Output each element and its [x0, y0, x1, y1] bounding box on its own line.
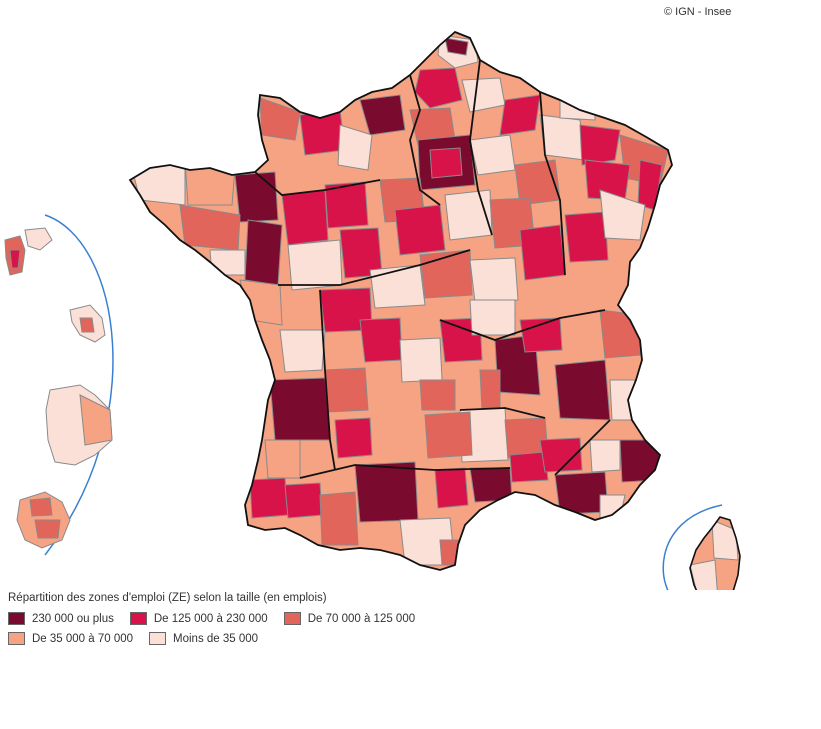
inset-guadeloupe	[4, 227, 53, 276]
map-legend: Répartition des zones d'emploi (ZE) selo…	[8, 592, 431, 652]
zone-strasbourg	[637, 159, 663, 211]
zone-brive	[399, 337, 443, 383]
zone-ardennes	[499, 94, 541, 136]
zone-angers	[287, 239, 343, 291]
inset-arc-corse	[662, 504, 723, 590]
map-credit: © IGN - Insee	[664, 6, 732, 18]
legend-item: De 125 000 à 230 000	[129, 612, 268, 625]
legend-row-2: De 35 000 à 70 000 Moins de 35 000	[8, 632, 431, 645]
zone-saint-etienne	[479, 369, 501, 411]
mainland-france	[128, 30, 673, 571]
zone-nevers	[469, 257, 519, 303]
inset-corse	[662, 504, 741, 590]
legend-swatch-2	[129, 612, 147, 625]
inset-guyane	[45, 384, 113, 466]
zone-lille	[444, 37, 469, 56]
legend-label: Moins de 35 000	[173, 632, 259, 645]
zone-mulhouse	[599, 189, 646, 241]
zone-dijon	[519, 224, 566, 281]
zone-digne	[589, 439, 621, 473]
zone-moulins	[469, 299, 516, 336]
zone-bretagne-nord	[184, 159, 236, 206]
legend-item: 230 000 ou plus	[8, 612, 114, 625]
zone-pau	[284, 482, 323, 519]
zone-grenoble	[554, 359, 611, 421]
zone-bourg	[519, 317, 563, 353]
legend-title: Répartition des zones d'emploi (ZE) selo…	[8, 592, 327, 604]
zone-bayonne	[249, 477, 289, 519]
overseas-insets	[4, 214, 114, 556]
zone-perigueux	[324, 367, 369, 413]
zone-laval	[281, 189, 329, 246]
france-employment-zones-map	[4, 30, 741, 590]
zone-le-mans	[324, 181, 369, 229]
inset-arc-left	[44, 214, 114, 556]
legend-label: De 70 000 à 125 000	[307, 612, 416, 625]
inset-reunion	[16, 491, 71, 549]
legend-label: De 125 000 à 230 000	[153, 612, 268, 625]
zone-orleans	[394, 204, 446, 256]
legend-item: De 70 000 à 125 000	[283, 612, 416, 625]
zone-limoges	[359, 317, 403, 363]
zone-beziers	[434, 467, 469, 509]
zone-avignon	[539, 437, 583, 473]
zone-normandie-sud	[337, 124, 373, 171]
zone-aurillac	[419, 379, 456, 411]
zone-vendee	[239, 279, 283, 326]
legend-swatch-5	[149, 632, 167, 645]
legend-item: Moins de 35 000	[149, 632, 258, 645]
inset-martinique	[69, 304, 106, 343]
zone-rennes	[234, 171, 279, 223]
legend-swatch-1	[8, 612, 25, 625]
zone-bordeaux	[269, 377, 331, 441]
zone-tarbes	[319, 491, 359, 546]
zone-niort	[279, 329, 326, 373]
zone-rodez	[424, 411, 473, 459]
legend-label: 230 000 ou plus	[32, 612, 114, 625]
zone-nantes	[244, 219, 283, 286]
zone-artois	[414, 67, 463, 109]
zone-annecy	[599, 309, 641, 359]
zone-agen	[334, 417, 373, 459]
zone-landes	[264, 439, 301, 479]
zone-cotentin	[259, 97, 301, 141]
zone-champagne	[539, 114, 586, 161]
zone-toulouse	[354, 461, 419, 523]
legend-swatch-4	[8, 632, 25, 645]
zone-nimes	[509, 451, 549, 483]
legend-swatch-3	[283, 612, 301, 625]
legend-row-1: 230 000 ou plus De 125 000 à 230 000 De …	[8, 612, 431, 625]
zone-saint-nazaire	[209, 249, 246, 276]
zone-nice	[619, 439, 661, 483]
legend-item: De 35 000 à 70 000	[8, 632, 133, 645]
zone-metz	[579, 124, 621, 166]
zone-brie	[469, 134, 516, 176]
zone-rouen	[359, 94, 406, 136]
zone-chateauroux	[369, 264, 426, 309]
mainland-outline	[128, 30, 673, 571]
zone-besancon	[564, 211, 609, 263]
legend-label: De 35 000 à 70 000	[32, 632, 134, 645]
zone-paris-centre	[429, 147, 463, 179]
